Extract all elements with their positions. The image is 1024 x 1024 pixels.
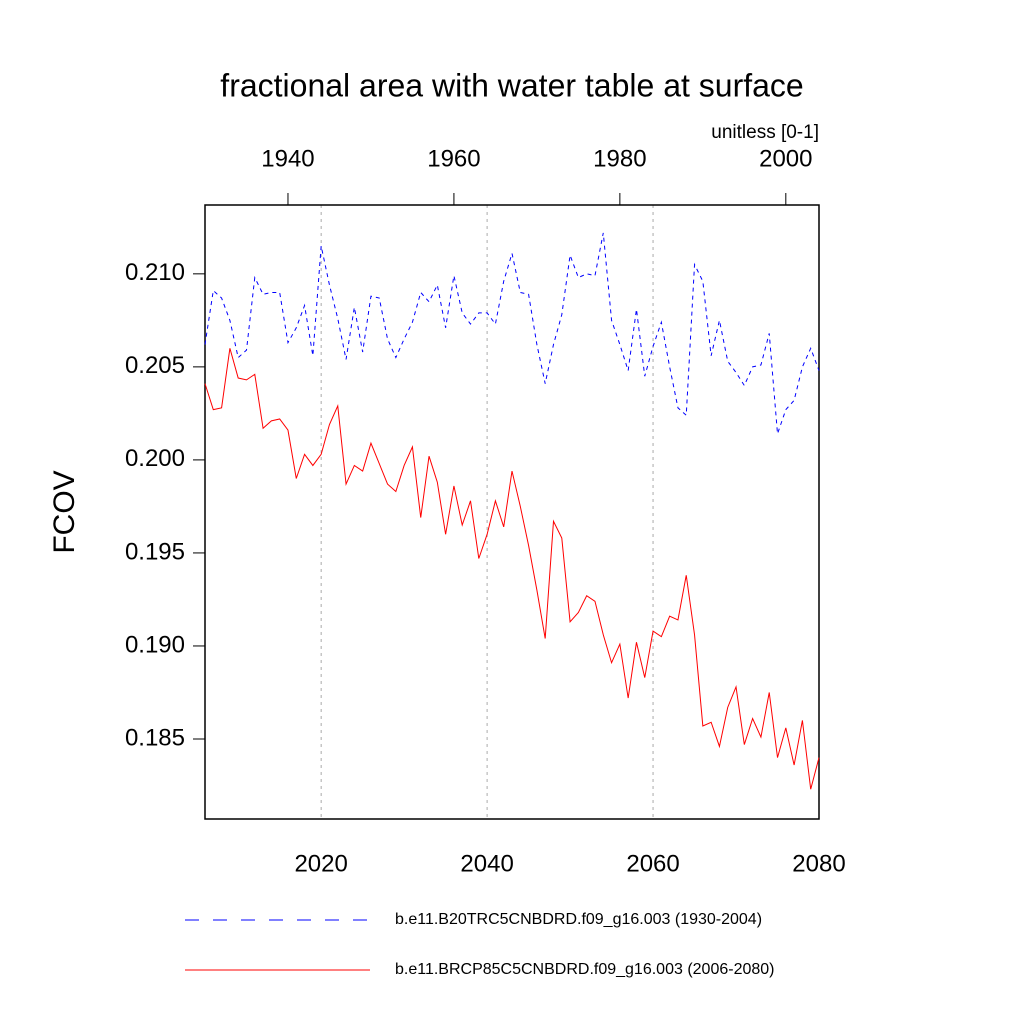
y-tick-label: 0.190 [125, 631, 185, 658]
x2-tick-label: 2000 [759, 145, 812, 172]
data-line [204, 348, 820, 790]
data-line [204, 232, 820, 435]
x2-tick-label: 1980 [593, 145, 646, 172]
y-tick-label: 0.205 [125, 352, 185, 379]
x-tick-label: 2060 [626, 850, 679, 877]
x-tick-label: 2020 [294, 850, 347, 877]
y-tick-label: 0.210 [125, 259, 185, 286]
legend-label: b.e11.B20TRC5CNBDRD.f09_g16.003 (1930-20… [395, 911, 762, 928]
x2-tick-label: 1940 [261, 145, 314, 172]
subtitle: unitless [0-1] [711, 122, 819, 143]
plot-frame [204, 204, 820, 820]
y-axis-label: FCOV [48, 470, 81, 553]
x-tick-label: 2080 [792, 850, 845, 877]
x-tick-label: 2040 [460, 850, 513, 877]
legend-label: b.e11.BRCP85C5CNBDRD.f09_g16.003 (2006-2… [395, 961, 774, 978]
x2-tick-label: 1960 [427, 145, 480, 172]
chart-title: fractional area with water table at surf… [220, 67, 803, 103]
y-tick-label: 0.185 [125, 724, 185, 751]
y-tick-label: 0.195 [125, 538, 185, 565]
y-tick-label: 0.200 [125, 445, 185, 472]
